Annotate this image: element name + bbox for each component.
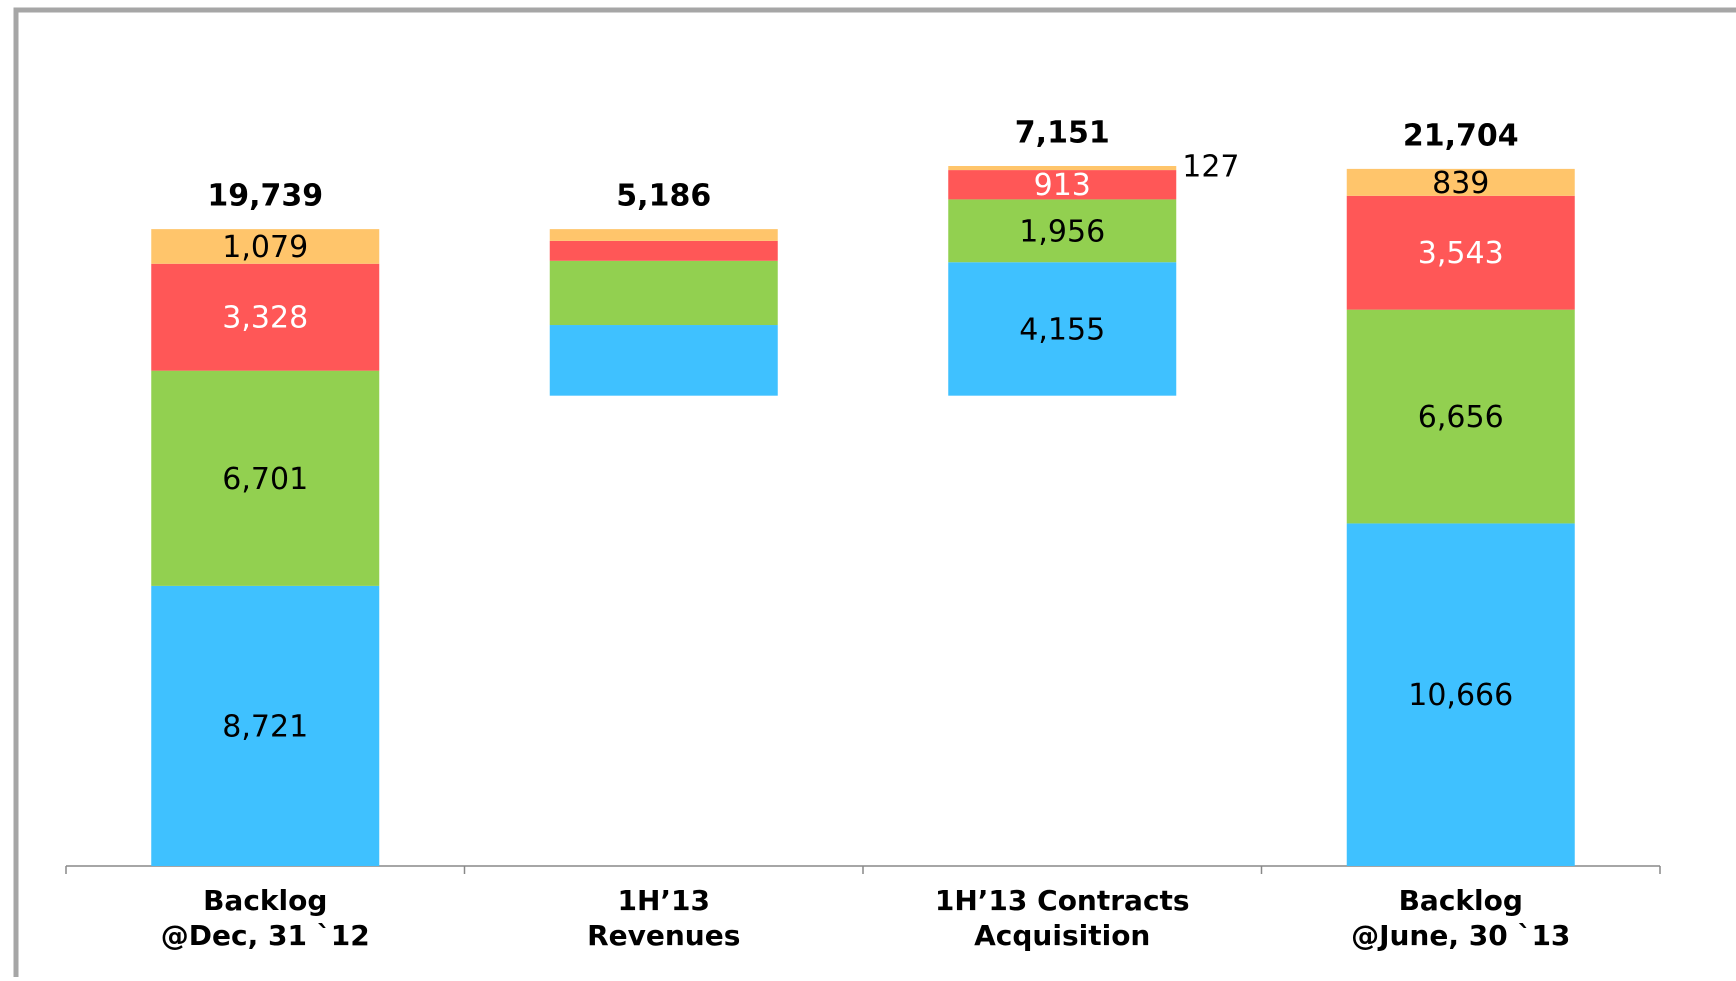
total-label: 21,704: [1403, 118, 1519, 153]
bar-segment: [549, 240, 778, 261]
bar-segment: [948, 170, 1177, 200]
bar-segment: [948, 166, 1177, 171]
total-label: 19,739: [207, 179, 323, 214]
bar-segment: [1346, 195, 1575, 310]
bar-segment: [549, 325, 778, 396]
total-label: 5,186: [616, 179, 711, 214]
bar-segment: [549, 260, 778, 326]
bar-segment: [151, 229, 380, 264]
bar-segment: [948, 262, 1177, 396]
segment-label: 1,956: [1019, 214, 1105, 249]
bar-segment: [1346, 168, 1575, 196]
segment-label: 4,155: [1019, 312, 1105, 347]
bar-segment: [1346, 309, 1575, 524]
bar-segment: [948, 199, 1177, 263]
segment-label: 6,656: [1418, 400, 1504, 435]
x-tick-label: Backlog @June, 30 `13: [1351, 884, 1570, 952]
segment-label: 3,543: [1418, 236, 1504, 271]
segment-label: 839: [1432, 166, 1489, 201]
segment-label: 6,701: [222, 462, 308, 497]
segment-label: 913: [1034, 168, 1091, 203]
frame: [13, 7, 1736, 981]
bar-segment: [151, 263, 380, 371]
bar-segment: [151, 585, 380, 866]
segment-label: 3,328: [222, 301, 308, 336]
segment-label: 1,079: [222, 230, 308, 265]
bar-segment: [1346, 523, 1575, 866]
x-tick-label: Backlog @Dec, 31 `12: [161, 884, 370, 952]
segment-label: 127: [1182, 150, 1239, 185]
total-label: 7,151: [1015, 116, 1110, 151]
segment-label: 10,666: [1408, 678, 1513, 713]
bar-segment: [549, 229, 778, 241]
x-tick-label: 1H’13 Contracts Acquisition: [935, 884, 1190, 952]
bar-segment: [151, 370, 380, 586]
segment-label: 8,721: [222, 709, 308, 744]
x-tick-label: 1H’13 Revenues: [587, 884, 740, 952]
